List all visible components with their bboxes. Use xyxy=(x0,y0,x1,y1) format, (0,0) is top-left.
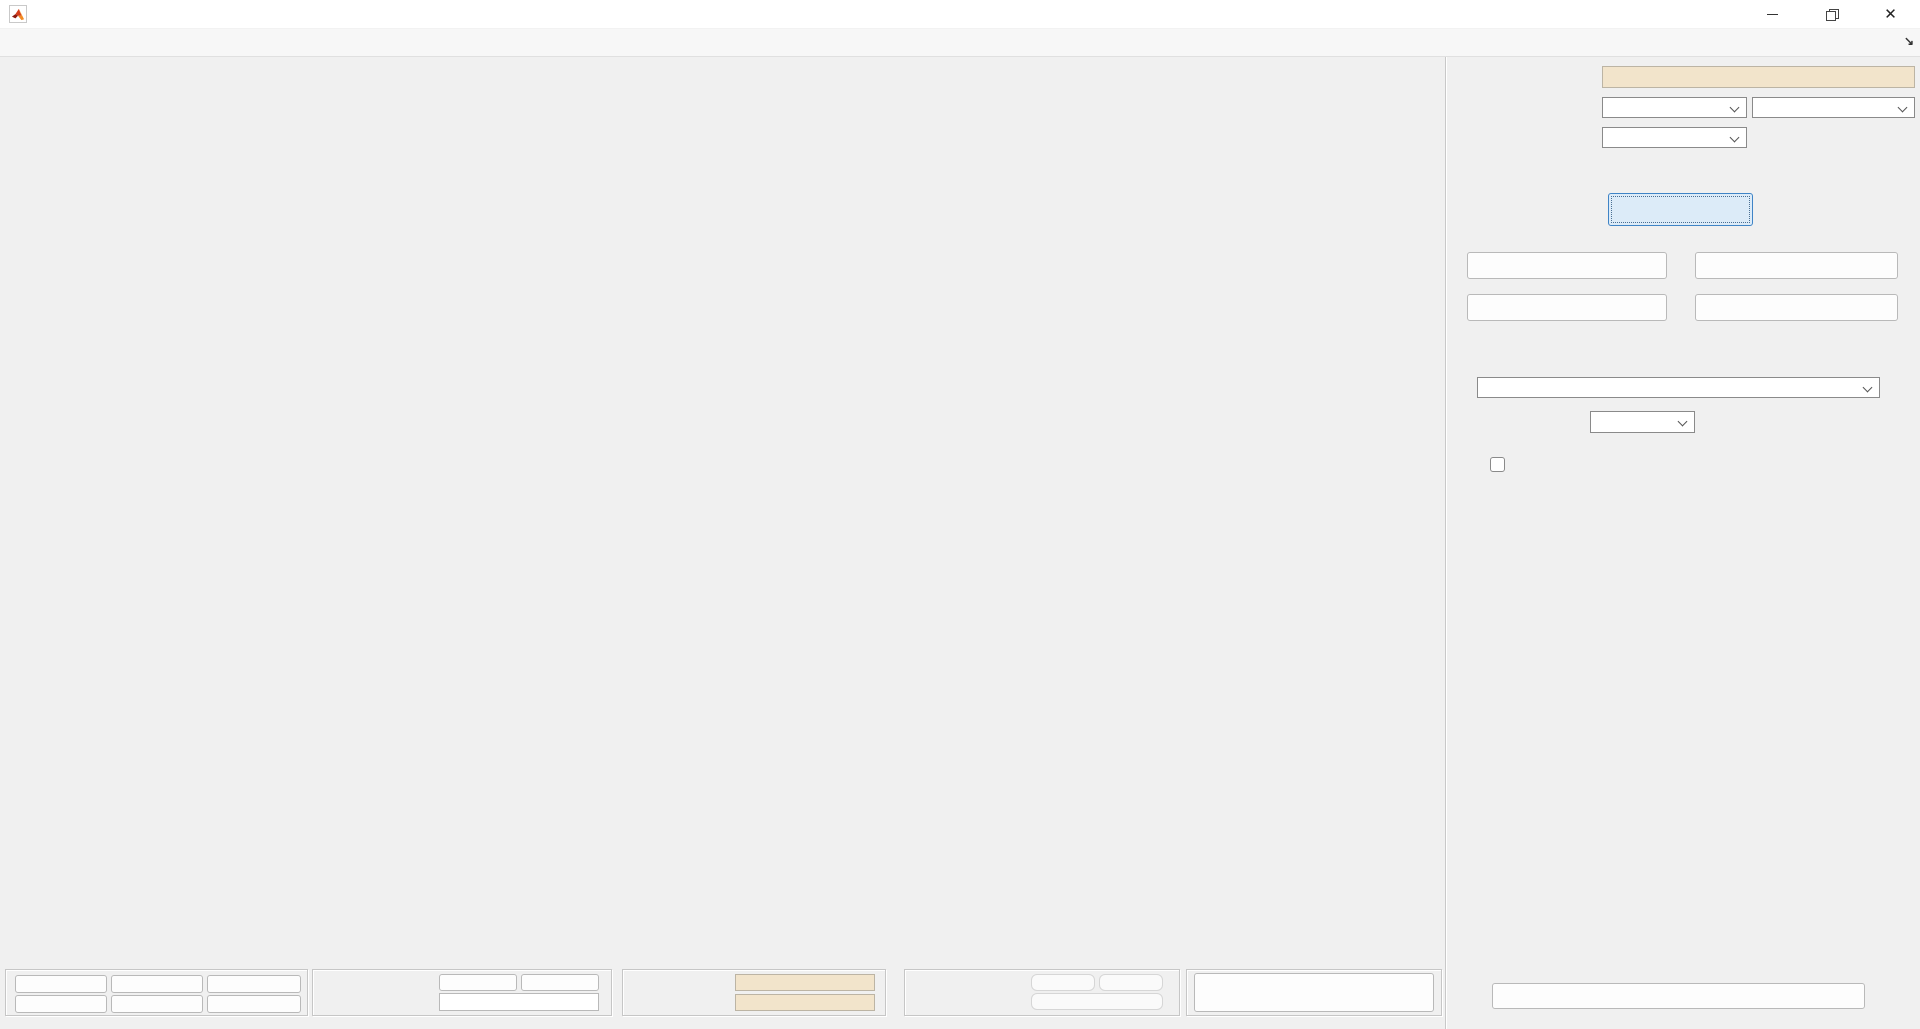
wavelet-order-dropdown[interactable] xyxy=(1752,97,1915,118)
restore-icon xyxy=(1825,8,1839,21)
history-back-all-button[interactable] xyxy=(1031,993,1163,1010)
history-group xyxy=(904,969,1180,1016)
center-on-group xyxy=(312,969,612,1016)
minimize-icon xyxy=(1767,14,1778,15)
chevron-down-icon xyxy=(1677,416,1688,427)
panel-divider xyxy=(1445,57,1447,1029)
zoom-y-plus-button[interactable] xyxy=(111,975,203,993)
view-axes-button[interactable] xyxy=(1194,973,1434,1012)
chevron-down-icon xyxy=(1897,102,1908,113)
restore-button[interactable] xyxy=(1802,0,1861,29)
data-size-value xyxy=(1602,66,1915,88)
denoise-button[interactable] xyxy=(1695,294,1898,321)
center-x-button[interactable] xyxy=(439,974,517,991)
info-x-field xyxy=(735,974,875,991)
level-dropdown[interactable] xyxy=(1602,127,1747,148)
chevron-down-icon xyxy=(1729,132,1740,143)
minimize-button[interactable] xyxy=(1743,0,1802,29)
titlebar: ✕ xyxy=(0,0,1920,29)
chevron-down-icon xyxy=(1729,102,1740,113)
info-group xyxy=(622,969,886,1016)
zoom-x-plus-button[interactable] xyxy=(15,975,107,993)
menubar xyxy=(0,29,1920,57)
history-forward-button[interactable] xyxy=(1099,974,1163,991)
show-synthesized-checkbox[interactable] xyxy=(1490,457,1505,472)
statistics-button[interactable] xyxy=(1467,252,1667,279)
zoom-x-minus-button[interactable] xyxy=(15,995,107,1013)
center-value-input[interactable] xyxy=(439,993,599,1011)
display-mode-dropdown[interactable] xyxy=(1477,377,1880,398)
center-y-button[interactable] xyxy=(521,974,599,991)
compress-button[interactable] xyxy=(1695,252,1898,279)
chevron-down-icon xyxy=(1862,382,1873,393)
zoom-y-minus-button[interactable] xyxy=(111,995,203,1013)
zoom-buttons-group xyxy=(5,969,308,1016)
zoom-xy-minus-button[interactable] xyxy=(207,995,301,1013)
zoom-xy-plus-button[interactable] xyxy=(207,975,301,993)
close-button[interactable] xyxy=(1492,983,1865,1009)
focus-outline xyxy=(1611,196,1750,223)
wavelet-family-dropdown[interactable] xyxy=(1602,97,1747,118)
history-back-button[interactable] xyxy=(1031,974,1095,991)
info-y-field xyxy=(735,994,875,1011)
at-levels-dropdown[interactable] xyxy=(1590,411,1695,433)
view-axes-group xyxy=(1186,969,1442,1016)
close-icon: ✕ xyxy=(1884,6,1897,23)
histograms-button[interactable] xyxy=(1467,294,1667,321)
window-controls: ✕ xyxy=(1743,0,1920,29)
close-window-button[interactable]: ✕ xyxy=(1861,0,1920,29)
matlab-app-icon xyxy=(9,5,27,23)
dock-arrow-icon[interactable]: ↘ xyxy=(1903,34,1914,48)
analyze-button[interactable] xyxy=(1608,193,1753,226)
